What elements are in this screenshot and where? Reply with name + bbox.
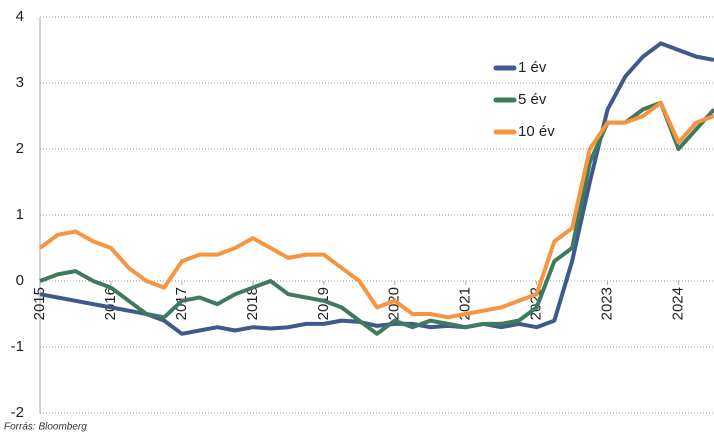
y-tick-label: 0	[16, 272, 24, 289]
y-tick-label: 1	[16, 206, 24, 223]
series-line	[38, 100, 714, 320]
source: Forrás: Bloomberg	[4, 422, 87, 433]
x-tick-label: 2016	[102, 287, 119, 320]
y-tick-label: -1	[11, 338, 24, 355]
y-tick-label: -2	[11, 404, 24, 421]
x-tick-label: 2020	[386, 287, 403, 320]
x-tick-label: 2024	[669, 287, 686, 320]
legend-label: 1 év	[518, 59, 547, 76]
x-tick-label: 2023	[599, 287, 616, 320]
x-tick-label: 2019	[315, 287, 332, 320]
x-tick-label: 2015	[31, 287, 48, 320]
legend-label: 10 év	[518, 123, 555, 140]
legend-label: 5 év	[518, 91, 547, 108]
x-tick-label: 2018	[244, 287, 261, 320]
series-line	[39, 100, 714, 336]
y-tick-label: 2	[16, 140, 24, 157]
y-tick-label: 3	[16, 74, 24, 91]
y-tick-label: 4	[16, 8, 24, 25]
